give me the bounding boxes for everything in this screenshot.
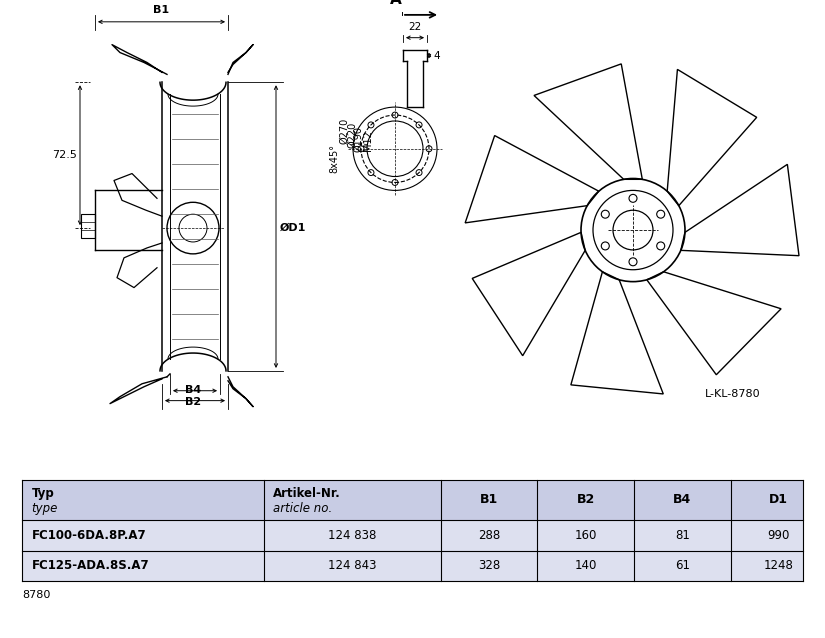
Text: Ø270: Ø270 [339, 118, 349, 144]
Text: 1248: 1248 [764, 560, 794, 572]
Text: 140: 140 [574, 560, 596, 572]
Text: 4: 4 [433, 50, 440, 61]
Text: 328: 328 [478, 560, 500, 572]
Text: FC100-6DA.8P.A7: FC100-6DA.8P.A7 [31, 529, 146, 542]
Text: Ø190: Ø190 [353, 126, 363, 152]
Text: article no.: article no. [273, 502, 332, 515]
Text: 8x45°: 8x45° [329, 144, 339, 173]
Text: 288: 288 [478, 529, 500, 542]
Text: 61: 61 [675, 560, 690, 572]
Text: Ø220: Ø220 [347, 122, 357, 148]
Text: 72.5: 72.5 [52, 150, 77, 160]
Text: type: type [31, 502, 58, 515]
Text: B2: B2 [577, 493, 595, 507]
Text: FC125-ADA.8S.A7: FC125-ADA.8S.A7 [31, 560, 149, 572]
Text: 81: 81 [675, 529, 690, 542]
Text: 990: 990 [768, 529, 790, 542]
Text: B1: B1 [480, 493, 498, 507]
Bar [81, 214, 95, 238]
Bar [22, 520, 803, 551]
Text: D1: D1 [770, 493, 789, 507]
Text: 8780: 8780 [22, 590, 50, 600]
Text: 124 838: 124 838 [328, 529, 376, 542]
Text: B4: B4 [185, 385, 201, 395]
Bar [22, 480, 803, 520]
Text: 160: 160 [574, 529, 596, 542]
Text: Typ: Typ [31, 487, 54, 500]
Text: A: A [390, 0, 402, 7]
Text: B2: B2 [185, 397, 201, 406]
Text: L-KL-8780: L-KL-8780 [705, 389, 760, 399]
Text: B1: B1 [153, 5, 170, 15]
Text: ØD1: ØD1 [280, 223, 306, 233]
Text: B4: B4 [673, 493, 691, 507]
Bar [22, 551, 803, 581]
Text: 22: 22 [408, 22, 422, 32]
Text: M12: M12 [363, 130, 373, 151]
Text: Artikel-Nr.: Artikel-Nr. [273, 487, 341, 500]
Text: 124 843: 124 843 [328, 560, 376, 572]
